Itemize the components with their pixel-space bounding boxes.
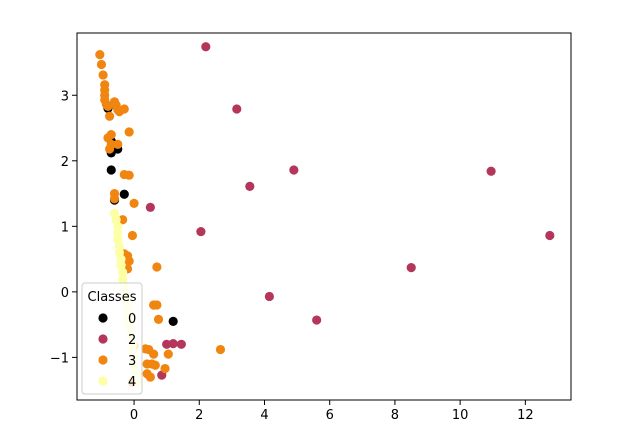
data-point-class-2 xyxy=(245,181,255,191)
data-point-class-3 xyxy=(215,344,226,355)
data-point-class-3 xyxy=(129,198,139,208)
legend-label-class-4: 4 xyxy=(128,375,136,390)
data-point-class-2 xyxy=(145,202,155,212)
data-point-class-3 xyxy=(96,59,107,70)
x-tick-label: 4 xyxy=(260,408,268,423)
data-point-class-3 xyxy=(105,144,115,154)
data-point-class-3 xyxy=(124,127,134,137)
x-axis: 0 2 4 6 8 10 12 xyxy=(130,400,534,423)
data-point-class-2 xyxy=(264,291,274,302)
x-tick-label: 12 xyxy=(517,408,534,423)
data-point-class-3 xyxy=(152,262,162,272)
data-point-class-2 xyxy=(232,104,242,114)
legend-label-class-3: 3 xyxy=(128,354,136,369)
legend-title: Classes xyxy=(88,290,137,305)
data-point-class-2 xyxy=(312,315,322,325)
data-point-class-3 xyxy=(113,139,123,150)
y-axis: −1 0 1 2 3 xyxy=(50,89,77,366)
data-point-class-2 xyxy=(176,339,186,349)
data-point-class-3 xyxy=(149,349,159,359)
x-tick-label: 10 xyxy=(452,408,469,423)
x-tick-label: 6 xyxy=(326,408,334,423)
legend-marker-class-0 xyxy=(98,313,108,323)
data-point-class-4 xyxy=(118,267,128,277)
data-point-class-3 xyxy=(150,360,160,370)
legend-entries: 0 2 3 4 xyxy=(98,312,136,390)
data-point-class-2 xyxy=(486,166,496,176)
legend-label-class-2: 2 xyxy=(128,333,136,348)
data-point-class-0 xyxy=(168,316,178,326)
data-point-class-3 xyxy=(145,372,155,382)
data-point-class-4 xyxy=(113,221,123,231)
data-point-class-3 xyxy=(109,194,120,204)
y-tick-label: 1 xyxy=(61,220,69,235)
plot-frame xyxy=(76,32,572,401)
data-point-class-3 xyxy=(95,50,105,60)
data-point-class-2 xyxy=(162,339,172,349)
legend-label-class-0: 0 xyxy=(128,312,136,327)
y-tick-label: 2 xyxy=(61,155,69,170)
legend-marker-class-2 xyxy=(98,334,108,344)
data-point-class-2 xyxy=(406,263,416,273)
data-point-class-2 xyxy=(196,226,206,237)
data-point-class-3 xyxy=(160,363,170,374)
data-point-class-2 xyxy=(289,165,299,175)
data-point-class-3 xyxy=(124,256,134,266)
data-point-class-3 xyxy=(98,70,108,80)
data-point-class-3 xyxy=(163,349,173,359)
data-point-class-3 xyxy=(103,101,113,111)
data-point-class-3 xyxy=(118,215,128,225)
data-point-class-3 xyxy=(119,104,129,114)
plot-area xyxy=(77,33,571,400)
data-point-class-4 xyxy=(113,228,123,238)
legend-marker-class-4 xyxy=(98,376,108,386)
y-tick-label: −1 xyxy=(50,351,69,366)
legend: Classes 0 2 3 4 xyxy=(81,282,143,395)
legend-marker-class-3 xyxy=(98,355,108,365)
data-point-class-4 xyxy=(114,241,124,251)
y-tick-label: 3 xyxy=(61,89,69,104)
x-tick-label: 2 xyxy=(195,408,203,423)
data-point-class-3 xyxy=(153,314,164,324)
data-point-class-2 xyxy=(201,42,211,52)
data-point-class-0 xyxy=(106,165,116,175)
data-point-class-2 xyxy=(545,230,555,241)
legend-box xyxy=(81,282,143,395)
x-tick-label: 0 xyxy=(130,408,138,423)
data-point-class-3 xyxy=(127,230,138,241)
data-point-class-3 xyxy=(124,170,134,180)
data-point-class-0 xyxy=(119,189,129,199)
data-point-class-3 xyxy=(105,111,115,121)
data-point-class-4 xyxy=(116,254,126,264)
y-tick-label: 0 xyxy=(61,286,69,301)
x-tick-label: 8 xyxy=(391,408,399,423)
data-point-class-3 xyxy=(152,300,162,310)
